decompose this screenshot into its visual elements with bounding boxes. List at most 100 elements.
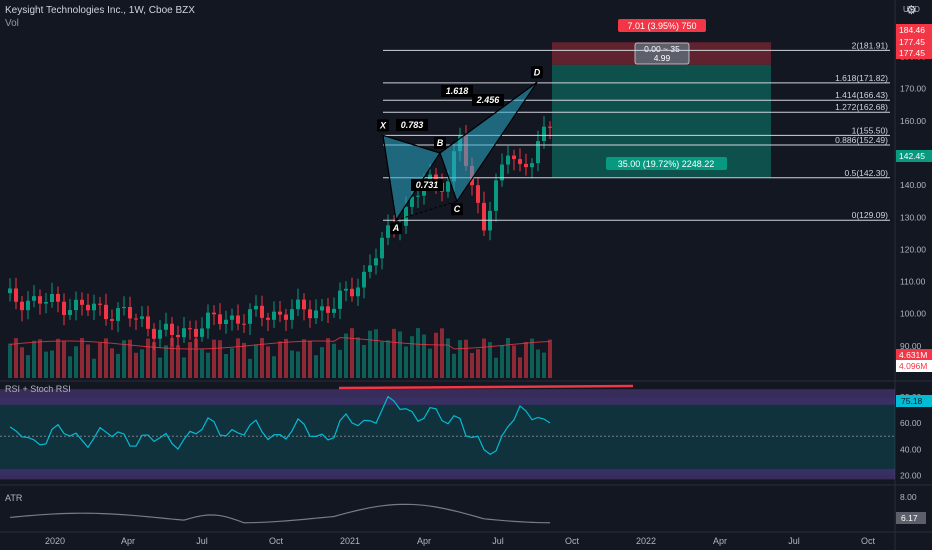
center-label: 4.99 [654,53,671,63]
volume-bar [278,341,282,378]
candle-body [224,319,228,325]
volume-ma-line [9,337,551,350]
price-tick-label: 90.00 [900,341,922,351]
volume-bar [266,346,270,378]
fib-level-label: 2(181.91) [852,40,889,50]
volume-bar [494,357,498,378]
rsi-overbought-band [0,389,895,405]
candle-body [68,310,72,315]
candle-body [338,290,342,309]
volume-bar [176,345,180,378]
fib-level-label: 1.618(171.82) [835,73,888,83]
candle-body [284,314,288,320]
candle-body [200,328,204,337]
volume-bar [20,347,24,378]
atr-indicator-title[interactable]: ATR [5,493,23,503]
atr-line [9,503,551,524]
volume-bar [380,341,384,378]
atr-tick-label: 8.00 [900,492,917,502]
volume-bar [410,336,414,378]
price-badge-label: 142.45 [899,151,925,161]
candle-body [278,311,282,315]
candle-body [368,265,372,272]
volume-bar [422,334,426,378]
fib-level-label: 1.414(166.43) [835,90,888,100]
volume-bar [140,349,144,378]
pattern-ratio-label: 0.731 [416,180,439,190]
volume-bar [488,342,492,378]
volume-bar [110,348,114,378]
candle-body [206,312,210,329]
candle-body [92,303,96,311]
volume-bar [134,352,138,378]
volume-bar [356,337,360,378]
volume-bar [248,358,252,378]
time-axis-label: Oct [565,536,580,546]
price-badge-label: 184.46 [899,25,925,35]
candle-body [524,163,528,168]
volume-bar [290,350,294,378]
pattern-triangle-bcd [439,81,538,203]
rsi-tick-label: 40.00 [900,444,922,454]
candle-body [428,174,432,184]
candle-body [446,181,450,192]
time-axis-label: Apr [417,536,431,546]
candle-body [98,303,102,305]
price-badge [896,150,932,162]
volume-bar [302,339,306,378]
pattern-point-label: X [379,120,387,130]
volume-bar [272,356,276,378]
candle-body [242,323,246,325]
volume-label: Vol [5,18,19,29]
candle-body [26,300,30,311]
time-axis-label: Jul [788,536,800,546]
volume-bar [434,332,438,378]
candle-body [296,299,300,310]
volume-bar [14,338,18,378]
candle-body [404,206,408,226]
volume-series [8,328,552,378]
time-axis-label: 2022 [636,536,656,546]
volume-bar [464,339,468,378]
candle-body [116,308,120,321]
volume-bar [38,339,42,378]
time-axis-label: Jul [196,536,208,546]
fib-level-label: 0.5(142.30) [845,168,889,178]
volume-bar [386,340,390,378]
volume-bar [362,344,366,378]
volume-bar [518,357,522,378]
volume-bar [164,345,168,378]
volume-bar [8,343,12,378]
volume-bar [182,357,186,378]
time-axis-label: 2021 [340,536,360,546]
volume-bar [428,348,432,378]
pattern-point-marker [390,222,402,235]
rsi-oversold-band [0,468,895,480]
volume-badge-label: 4.631M [899,350,927,360]
volume-bar [440,328,444,378]
volume-bar [50,350,54,378]
time-axis-label: Jul [492,536,504,546]
pattern-point-marker [377,119,389,132]
chart-header: Keysight Technologies Inc., 1W, Cboe BZX… [5,4,195,30]
time-axis-label: Oct [269,536,284,546]
candle-body [542,126,546,142]
volume-bar [158,357,162,378]
stop-label: 7.01 (3.95%) 750 [627,21,696,31]
candle-body [170,323,174,335]
volume-bar [224,353,228,378]
candle-body [416,195,420,197]
candle-body [212,312,216,315]
volume-bar [296,351,300,378]
candle-body [344,288,348,291]
rsi-indicator-title[interactable]: RSI + Stoch RSI [5,384,71,394]
gear-icon[interactable]: ⚙ [906,3,917,17]
candle-body [158,329,162,339]
volume-bar [194,338,198,378]
volume-bar [254,344,258,378]
symbol-title[interactable]: Keysight Technologies Inc., 1W, Cboe BZX [5,5,195,16]
time-axis-label: Apr [121,536,135,546]
volume-bar [392,328,396,378]
price-badge [896,47,932,59]
